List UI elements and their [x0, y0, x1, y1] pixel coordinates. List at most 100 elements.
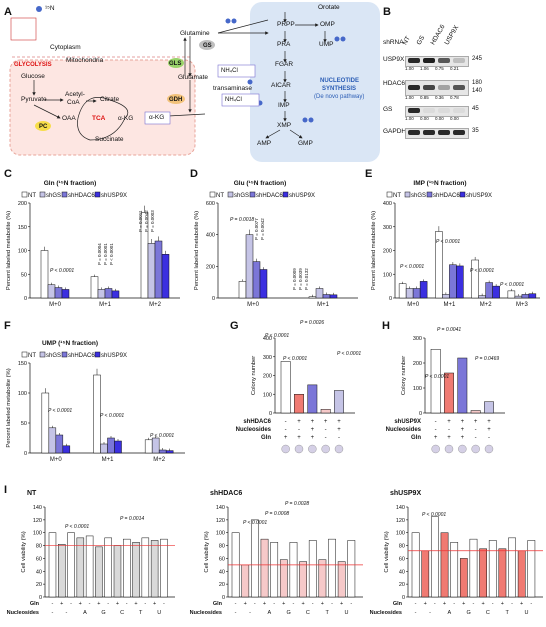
bar	[289, 542, 298, 598]
bar	[40, 250, 49, 299]
bar	[318, 559, 327, 598]
p-value: P = 0.0018	[230, 217, 254, 223]
nucleosides-row-label: Nucleosides	[386, 427, 422, 433]
chart-title: UMP (¹⁵N fraction)	[42, 340, 98, 347]
legend-label: shUSP9X	[101, 193, 127, 199]
knockdown-sign: -	[435, 419, 437, 425]
bar	[471, 259, 479, 299]
colony-well-image	[444, 444, 454, 454]
blot-band	[438, 130, 450, 135]
bar	[440, 532, 449, 598]
bar	[62, 445, 71, 454]
y-tick-label: 60	[219, 556, 225, 562]
legend-label: shUSP9X	[466, 193, 492, 199]
bar	[398, 283, 407, 299]
bar	[459, 558, 468, 598]
p-value: P < 0.0001	[337, 351, 361, 357]
p-value: P < 0.0001	[265, 333, 289, 339]
blot-band	[408, 130, 420, 135]
gln-sign: -	[144, 601, 146, 607]
bar	[457, 357, 468, 414]
tca-label: TCA	[92, 115, 106, 122]
colony-well-image	[321, 444, 330, 454]
glutamine-label: Glutamine	[180, 30, 210, 37]
akg-label: α-KG	[118, 115, 134, 122]
mw-label: 140	[472, 88, 483, 94]
blot-quant: 0.75	[435, 66, 444, 71]
legend-label: NT	[28, 193, 36, 199]
chart-title: shUSP9X	[390, 490, 421, 497]
knockdown-sign: +	[474, 419, 478, 425]
omp-label: OMP	[320, 21, 335, 28]
cytoplasm-label: Cytoplasm	[50, 44, 81, 51]
nucleotide-synthesis-3: (De novo pathway)	[314, 94, 365, 100]
y-axis-label: Colony number	[401, 356, 407, 395]
legend-label: shHDAC6	[256, 193, 283, 199]
mitochondria-region	[9, 59, 196, 156]
blot-row-label: USP9X	[383, 56, 405, 63]
y-tick-label: 40	[399, 569, 405, 575]
bar	[58, 544, 66, 598]
bar	[111, 290, 120, 299]
p-value: P = 0.0009	[292, 268, 297, 290]
knockdown-row-label: shHDAC6	[243, 419, 271, 425]
y-axis-label: Cell viability (%)	[21, 531, 27, 572]
p-value: P = 0.0469	[475, 356, 499, 362]
gmp-label: GMP	[298, 140, 313, 147]
bar	[411, 532, 420, 598]
bar	[456, 265, 464, 299]
blot-membrane	[405, 106, 469, 117]
gln-sign: -	[475, 435, 477, 441]
bar	[498, 548, 507, 598]
bar	[294, 394, 304, 414]
bar	[528, 293, 537, 299]
bar	[47, 284, 56, 299]
nucleoside-sign: -	[435, 427, 437, 433]
bar	[431, 516, 439, 598]
nucleoside-sign: -	[475, 427, 477, 433]
knockdown-sign: +	[311, 419, 315, 425]
bar	[442, 294, 450, 299]
gln-row-label: Gln	[30, 601, 40, 607]
nucleoside-label: T	[139, 610, 143, 616]
p-value: P = 0.0041	[437, 327, 461, 333]
y-tick-label: 200	[383, 249, 392, 255]
blot-band	[453, 108, 465, 113]
x-category-label: M+3	[516, 302, 529, 308]
bar	[430, 349, 441, 414]
oaa-label: OAA	[62, 115, 76, 122]
gln-sign: +	[424, 601, 427, 607]
p-value: P = 0.0004	[97, 243, 102, 265]
legend-15n: ¹⁵N	[45, 5, 55, 12]
panel-label-d: D	[190, 168, 198, 180]
p-value: P = 0.0042	[260, 218, 265, 240]
p-value: P < 0.0001	[500, 282, 524, 288]
y-tick-label: 150	[18, 361, 27, 367]
knockdown-sign: +	[297, 419, 301, 425]
panel-label-b: B	[383, 6, 391, 18]
bar	[527, 540, 536, 598]
gln-sign: -	[415, 601, 417, 607]
gdh-label: GDH	[169, 97, 183, 103]
nucleosides-row-label: Nucleosides	[190, 610, 222, 616]
colony-well-image	[471, 444, 480, 454]
blot-quant: 0.36	[435, 95, 444, 100]
bar	[104, 537, 112, 598]
gln-sign: +	[520, 601, 523, 607]
coa-label: CoA	[67, 99, 80, 106]
blot-band	[423, 130, 435, 135]
panel-label-c: C	[4, 168, 12, 180]
blot-quant: 0.85	[420, 95, 429, 100]
bar	[151, 437, 160, 454]
gln-sign: +	[443, 601, 446, 607]
legend-swatch	[39, 351, 46, 358]
nucleotide-region	[250, 2, 380, 162]
gln-sign: -	[235, 601, 237, 607]
legend-swatch	[21, 191, 28, 198]
gln-sign: +	[301, 601, 304, 607]
gln-sign: -	[338, 435, 340, 441]
gln-sign: +	[116, 601, 119, 607]
nucleoside-label: G	[286, 610, 290, 616]
